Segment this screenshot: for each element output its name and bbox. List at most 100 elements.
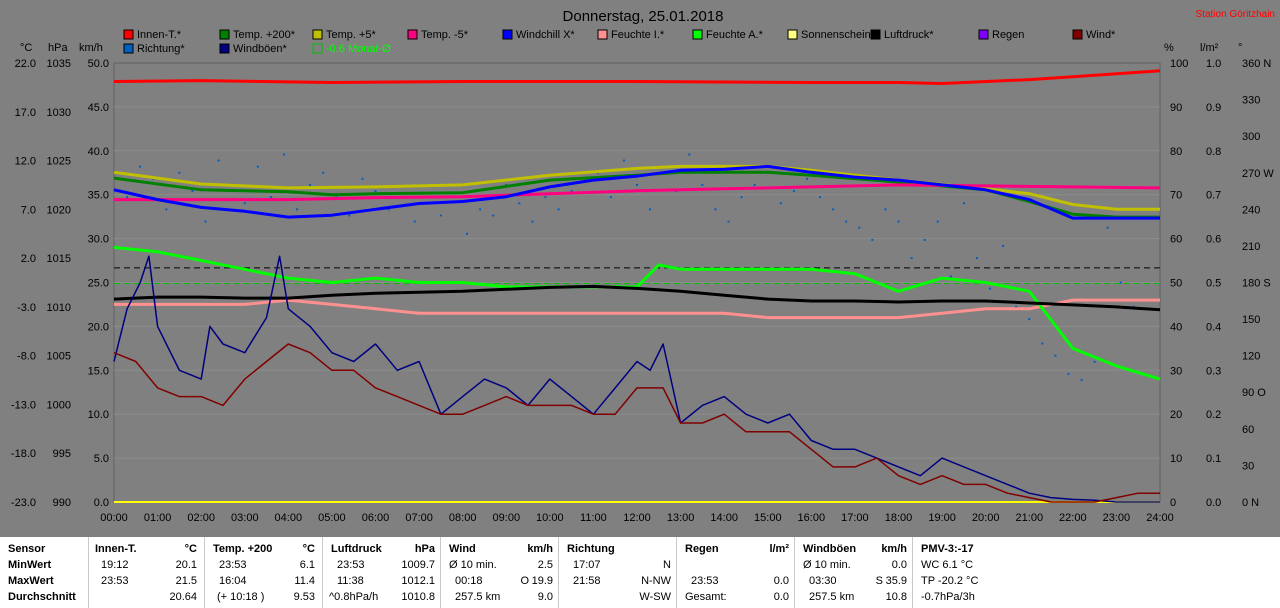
regen-max-time: 23:53 bbox=[691, 575, 719, 587]
direction-point bbox=[1028, 318, 1031, 321]
humidity-tick-label: 80 bbox=[1170, 146, 1182, 158]
hour-tick-label: 15:00 bbox=[754, 512, 782, 524]
axis-unit-labels: °C hPa km/h % l/m² ° bbox=[20, 42, 1242, 54]
direction-point bbox=[858, 226, 861, 229]
temp-tick-label: 2.0 bbox=[21, 253, 36, 265]
humidity-tick-label: 40 bbox=[1170, 321, 1182, 333]
direction-point bbox=[989, 287, 992, 290]
hour-tick-label: 07:00 bbox=[405, 512, 433, 524]
direction-tick-label: 30 bbox=[1242, 460, 1254, 472]
rain-tick-label: 0.4 bbox=[1206, 321, 1221, 333]
temp200-min-val: 6.1 bbox=[299, 559, 315, 571]
min-label: MinWert bbox=[8, 559, 52, 571]
pressure-tick-label: 990 bbox=[53, 497, 71, 509]
humidity-tick-label: 60 bbox=[1170, 234, 1182, 246]
legend-item: Temp. +5* bbox=[312, 29, 377, 41]
max-label: MaxWert bbox=[8, 575, 54, 587]
temp200-unit: °C bbox=[302, 543, 315, 555]
hour-tick-label: 22:00 bbox=[1059, 512, 1087, 524]
axis-tick-labels: 22.0 17.0 12.0 7.0 2.0 -3.0 -8.0 -13.0 -18.0 -23.… bbox=[11, 58, 1274, 524]
direction-point bbox=[178, 171, 181, 174]
legend-item: Feuchte A.* bbox=[692, 29, 764, 41]
legend-swatch bbox=[219, 29, 230, 40]
legend-label: Feuchte A.* bbox=[706, 29, 764, 41]
direction-point bbox=[1106, 226, 1109, 229]
hour-tick-label: 00:00 bbox=[100, 512, 128, 524]
hour-tick-label: 09:00 bbox=[493, 512, 521, 524]
legend-label: Windböen* bbox=[233, 43, 288, 55]
wind-title: Wind bbox=[449, 543, 476, 555]
luftdruck-title: Luftdruck bbox=[331, 543, 382, 555]
boeen-unit: km/h bbox=[881, 543, 907, 555]
legend-swatch bbox=[312, 43, 323, 54]
legend-swatch bbox=[312, 29, 323, 40]
direction-point bbox=[322, 171, 325, 174]
temp200-avg-time: (+ 10:18 ) bbox=[217, 591, 265, 603]
rain-tick-label: 0.0 bbox=[1206, 497, 1221, 509]
direction-point bbox=[361, 177, 364, 180]
hour-tick-label: 12:00 bbox=[623, 512, 651, 524]
legend-swatch bbox=[407, 29, 418, 40]
direction-point bbox=[374, 190, 377, 193]
direction-point bbox=[740, 196, 743, 199]
temp-tick-label: -13.0 bbox=[11, 399, 36, 411]
legend-item: Temp. +200* bbox=[219, 29, 296, 41]
wind-max-time: 00:18 bbox=[455, 575, 483, 587]
legend-item: Temp. -5* bbox=[407, 29, 469, 41]
direction-unit-label: ° bbox=[1238, 42, 1242, 54]
rain-unit-label: l/m² bbox=[1200, 42, 1219, 54]
direction-point bbox=[753, 183, 756, 186]
rain-tick-label: 0.8 bbox=[1206, 146, 1221, 158]
pressure-tick-label: 1010 bbox=[47, 302, 71, 314]
direction-point bbox=[688, 153, 691, 156]
innen-min-val: 20.1 bbox=[175, 559, 197, 571]
series-feuchte-a bbox=[113, 245, 1161, 381]
direction-point bbox=[492, 214, 495, 217]
temp-tick-label: -8.0 bbox=[17, 351, 36, 363]
hour-tick-label: 05:00 bbox=[318, 512, 346, 524]
legend-label: Temp. +200* bbox=[233, 29, 296, 41]
series-lines bbox=[113, 69, 1161, 503]
luftdruck-avg-val: 1010.8 bbox=[401, 591, 435, 603]
humidity-tick-label: 50 bbox=[1170, 278, 1182, 290]
pmv-line3: -0.7hPa/3h bbox=[921, 591, 975, 603]
direction-tick-label: 60 bbox=[1242, 424, 1254, 436]
regen-avg-val: 0.0 bbox=[773, 591, 789, 603]
rain-tick-label: 1.0 bbox=[1206, 58, 1221, 70]
grid-lines bbox=[114, 106, 1160, 459]
pressure-tick-label: 1035 bbox=[47, 58, 71, 70]
series-windchill-x bbox=[113, 164, 1160, 220]
direction-tick-label: 180 S bbox=[1242, 278, 1271, 290]
temp-tick-label: -18.0 bbox=[11, 448, 36, 460]
temp-tick-label: 22.0 bbox=[15, 58, 36, 70]
direction-point bbox=[792, 190, 795, 193]
sensor-label: Sensor bbox=[8, 543, 46, 555]
direction-point bbox=[204, 220, 207, 223]
wind-max-dir: O bbox=[520, 575, 529, 587]
humidity-tick-label: 10 bbox=[1170, 453, 1182, 465]
stats-temp200: Temp. +200 °C 23:53 6.1 16:04 11.4 (+ 10… bbox=[204, 537, 323, 608]
legend-item: -0.6 Monat-Ø bbox=[312, 43, 391, 55]
wind-tick-label: 45.0 bbox=[88, 102, 109, 114]
innen-max-val: 21.5 bbox=[175, 575, 197, 587]
direction-point bbox=[622, 159, 625, 162]
hour-tick-label: 13:00 bbox=[667, 512, 695, 524]
temp-tick-label: 12.0 bbox=[15, 156, 36, 168]
legend-label: Innen-T.* bbox=[137, 29, 182, 41]
direction-point bbox=[387, 208, 390, 211]
direction-tick-label: 0 N bbox=[1242, 497, 1259, 509]
luftdruck-max-val: 1012.1 bbox=[401, 575, 435, 587]
legend-label: Feuchte I.* bbox=[611, 29, 665, 41]
boeen-min-val: 0.0 bbox=[891, 559, 907, 571]
pressure-tick-label: 1015 bbox=[47, 253, 71, 265]
innen-avg-val: 20.64 bbox=[169, 591, 197, 603]
boeen-max-time: 03:30 bbox=[809, 575, 837, 587]
hour-tick-label: 24:00 bbox=[1146, 512, 1174, 524]
direction-point bbox=[649, 208, 652, 211]
direction-point bbox=[1041, 342, 1044, 345]
direction-point bbox=[819, 196, 822, 199]
direction-point bbox=[1093, 360, 1096, 363]
innen-unit: °C bbox=[184, 543, 197, 555]
pressure-unit-label: hPa bbox=[48, 42, 68, 54]
hour-tick-label: 16:00 bbox=[798, 512, 826, 524]
